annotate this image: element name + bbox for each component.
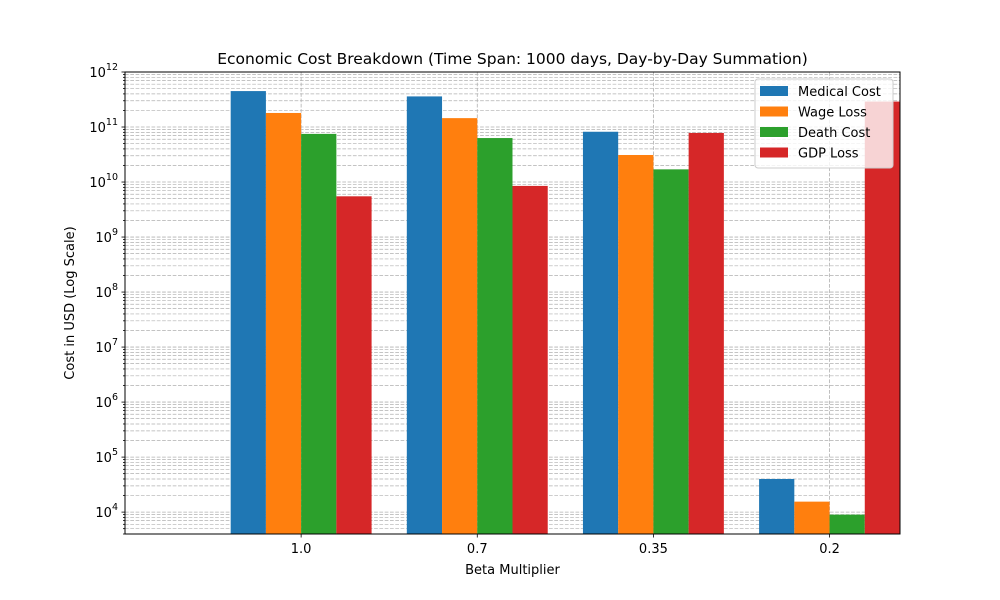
x-tick-label: 0.35: [639, 542, 668, 557]
bar-gdp-loss-1_0: [336, 196, 372, 534]
legend-swatch: [760, 127, 788, 137]
legend-swatch: [760, 106, 788, 117]
bar-wage-loss-0_7: [442, 118, 478, 534]
legend-label: GDP Loss: [798, 147, 859, 162]
bar-gdp-loss-0_7: [512, 185, 548, 534]
x-axis-label: Beta Multiplier: [465, 563, 560, 578]
bar-death-cost-0_7: [477, 138, 513, 534]
bar-wage-loss-0_35: [618, 154, 654, 534]
y-tick-label: 1010: [89, 172, 118, 191]
bar-death-cost-0_2: [829, 514, 865, 534]
legend-box: [754, 78, 894, 169]
bar-medical-cost-0_7: [406, 96, 443, 534]
bar-wage-loss-1_0: [265, 112, 302, 534]
legend: Medical Cost Wage Loss Death Cost GDP Loss: [754, 78, 894, 169]
bar-gdp-loss-0_2: [864, 101, 900, 534]
y-tick-label: 1011: [89, 117, 118, 136]
bar-wage-loss-0_2: [794, 501, 830, 534]
bar-death-cost-0_35: [653, 169, 689, 534]
y-tick-label: 105: [95, 447, 118, 466]
bar-medical-cost-0_2: [759, 478, 795, 534]
bar-medical-cost-0_35: [582, 131, 619, 535]
legend-swatch: [760, 147, 788, 158]
x-tick-label: 1.0: [291, 542, 312, 557]
y-tick-label: 106: [95, 392, 118, 411]
legend-label: Death Cost: [798, 126, 870, 141]
y-tick-label: 107: [95, 337, 118, 356]
y-tick-label: 108: [95, 282, 118, 301]
chart-title: Economic Cost Breakdown (Time Span: 1000…: [217, 50, 808, 68]
bar-gdp-loss-0_35: [688, 132, 724, 534]
bar-medical-cost-1_0: [230, 91, 266, 534]
plot-frame: [124, 71, 901, 535]
x-tick-label: 0.2: [819, 542, 840, 557]
y-tick-label: 109: [95, 227, 118, 246]
y-axis-ticks: 104 105 106 107 108 109 1010 1011 1012: [89, 62, 125, 535]
x-axis-ticks: 1.0 0.7 0.35 0.2: [291, 534, 840, 557]
y-tick-label: 1012: [89, 62, 118, 81]
bars: [230, 91, 900, 535]
y-axis-label: Cost in USD (Log Scale): [63, 226, 78, 379]
bar-death-cost-1_0: [301, 133, 337, 534]
legend-swatch: [760, 86, 788, 96]
legend-label: Medical Cost: [798, 85, 881, 100]
x-tick-label: 0.7: [467, 542, 488, 557]
legend-label: Wage Loss: [798, 106, 867, 121]
y-tick-label: 104: [95, 502, 118, 521]
